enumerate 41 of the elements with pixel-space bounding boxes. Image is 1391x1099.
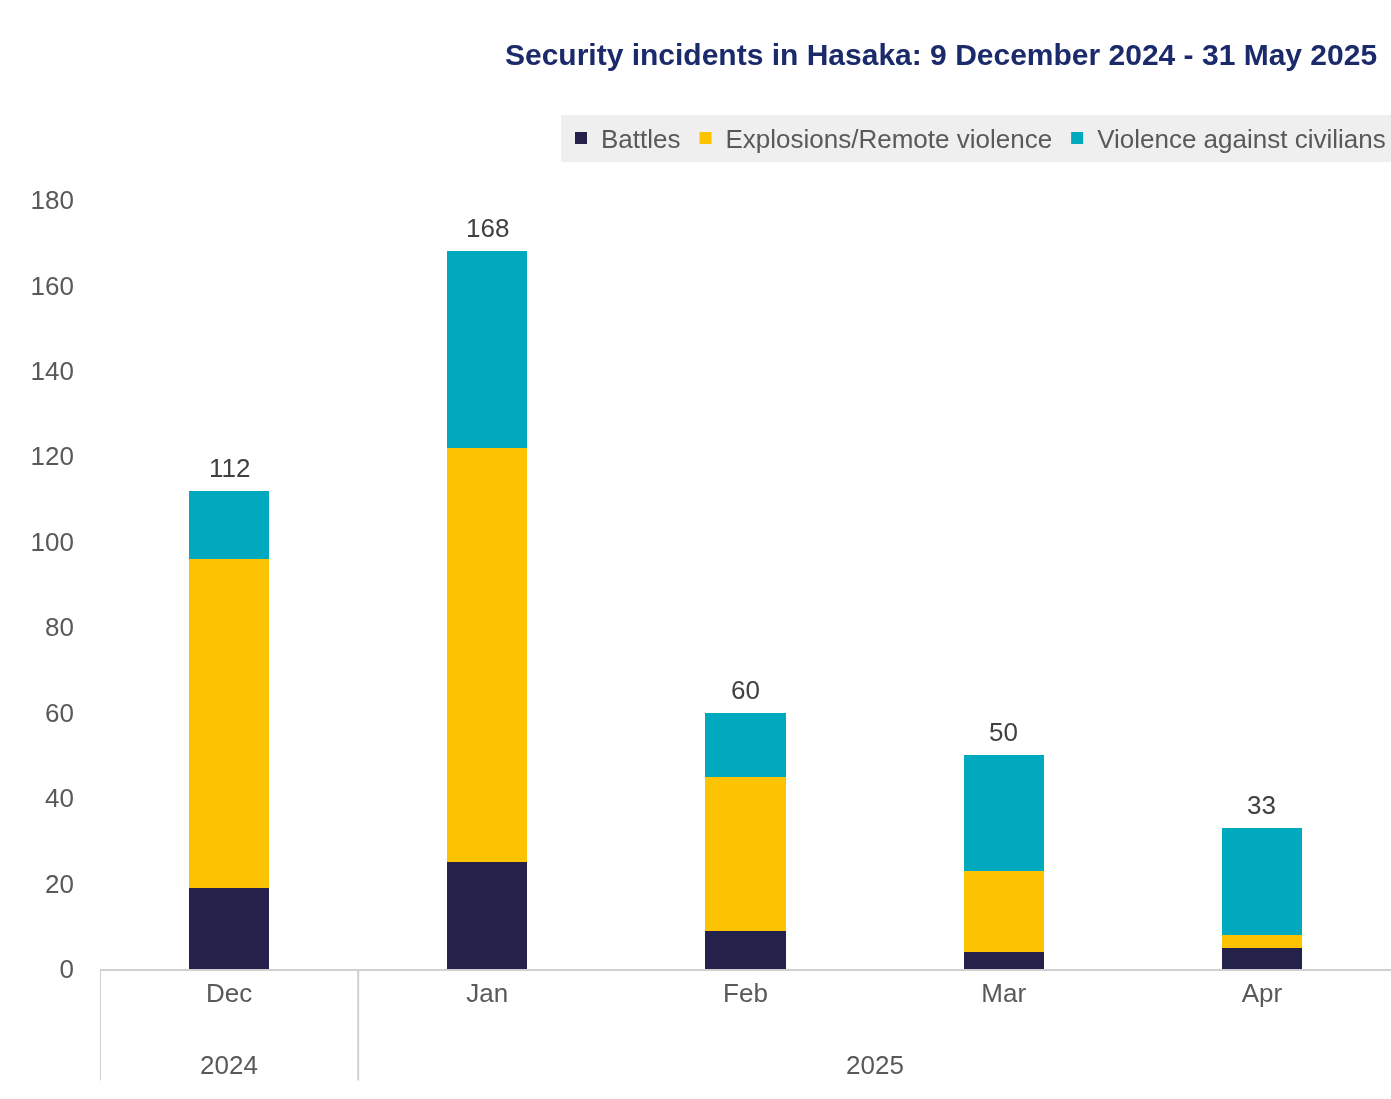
bar: [189, 558, 270, 888]
y-tick-label: 0: [59, 954, 74, 985]
bar: [447, 251, 528, 448]
total-label: 33: [1247, 790, 1276, 820]
y-tick-label: 100: [30, 526, 74, 557]
bar: [1221, 934, 1302, 948]
x-tick-label: Apr: [1241, 978, 1283, 1009]
text: 2024: [200, 1050, 258, 1080]
bar: [1221, 947, 1302, 969]
y-tick-label: 140: [30, 355, 74, 386]
y-tick-label: 40: [45, 783, 74, 814]
total-label: 112: [209, 453, 251, 483]
y-tick-label: 180: [30, 185, 74, 216]
y-tick-label: 20: [45, 868, 74, 899]
x-tick-label: Jan: [466, 978, 509, 1009]
bar: [963, 951, 1044, 969]
total-label: 50: [989, 717, 1018, 747]
y-tick-label: 120: [30, 441, 74, 472]
bar: [705, 712, 786, 777]
x-tick-label: Mar: [981, 978, 1027, 1009]
bar: [963, 870, 1044, 952]
bar: [447, 447, 528, 863]
legend-label: Explosions/Remote violence: [725, 124, 1053, 155]
bar: [705, 930, 786, 969]
text: 2025: [846, 1050, 904, 1080]
bar: [189, 490, 270, 559]
total-label: 168: [466, 213, 510, 243]
chart-title: Security incidents in Hasaka: 9 December 2024 - 31 May 2025: [504, 38, 1378, 72]
bar: [447, 862, 528, 969]
bar: [1221, 828, 1302, 935]
bar: [963, 755, 1044, 871]
total-label: 60: [731, 675, 760, 705]
y-tick-label: 160: [30, 270, 74, 301]
legend-label: Battles: [601, 124, 681, 155]
bar: [189, 887, 270, 969]
x-tick-label: Dec: [205, 978, 253, 1009]
y-tick-label: 60: [45, 697, 74, 728]
legend-label: Violence against civilians: [1097, 124, 1386, 155]
bar: [705, 776, 786, 931]
y-tick-label: 80: [45, 612, 74, 643]
x-tick-label: Feb: [723, 978, 768, 1009]
